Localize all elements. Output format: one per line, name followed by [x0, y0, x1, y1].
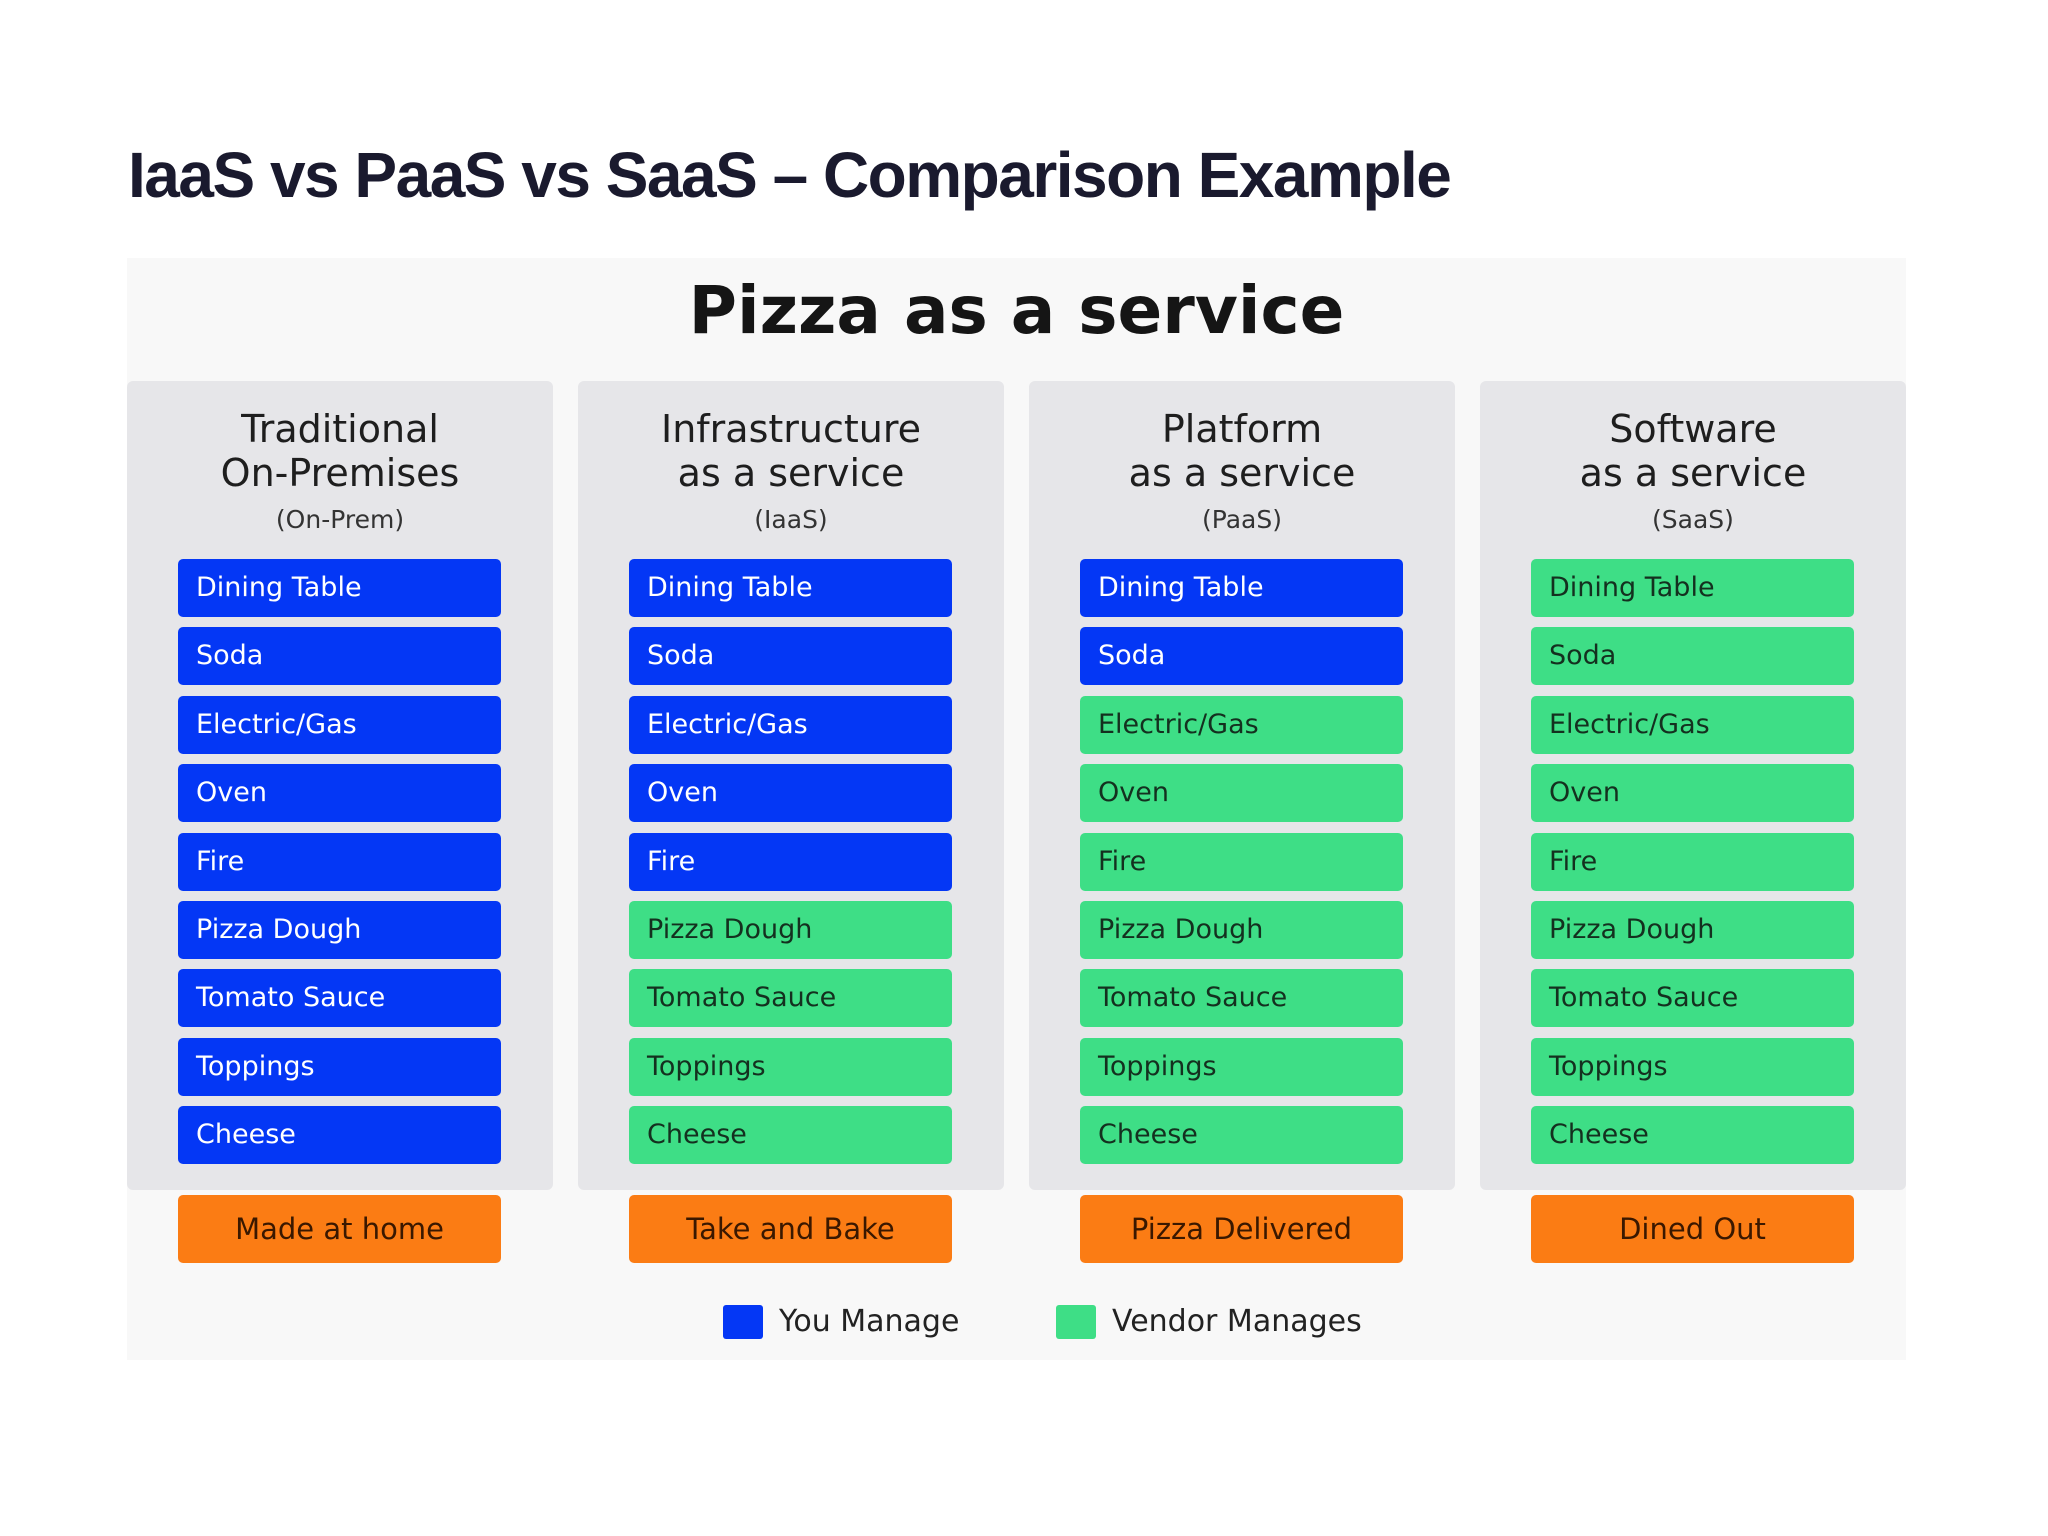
item-fire-vendor-manages: Fire [1531, 833, 1854, 891]
item-oven-you-manage: Oven [629, 764, 952, 822]
item-toppings-you-manage: Toppings [178, 1038, 501, 1096]
item-toppings-vendor-manages: Toppings [1531, 1038, 1854, 1096]
diagram-title: Pizza as a service [688, 272, 1345, 349]
footer-label: Pizza Delivered [1080, 1195, 1403, 1263]
item-soda-you-manage: Soda [629, 627, 952, 685]
item-tomato-sauce-vendor-manages: Tomato Sauce [1531, 969, 1854, 1027]
item-fire-vendor-manages: Fire [1080, 833, 1403, 891]
item-tomato-sauce-you-manage: Tomato Sauce [178, 969, 501, 1027]
item-fire-you-manage: Fire [178, 833, 501, 891]
item-dining-table-you-manage: Dining Table [629, 559, 952, 617]
footer-label: Made at home [178, 1195, 501, 1263]
legend: You Manage Vendor Manages [127, 1302, 1906, 1342]
item-cheese-vendor-manages: Cheese [629, 1106, 952, 1164]
item-tomato-sauce-vendor-manages: Tomato Sauce [1080, 969, 1403, 1027]
column-subtitle: (IaaS) [754, 505, 828, 534]
item-pizza-dough-you-manage: Pizza Dough [178, 901, 501, 959]
item-dining-table-you-manage: Dining Table [178, 559, 501, 617]
pizza-as-a-service-diagram: Pizza as a service Traditional On-Premis… [127, 258, 1906, 1360]
item-electric-gas-you-manage: Electric/Gas [629, 696, 952, 754]
item-oven-vendor-manages: Oven [1531, 764, 1854, 822]
item-cheese-vendor-manages: Cheese [1080, 1106, 1403, 1164]
item-electric-gas-you-manage: Electric/Gas [178, 696, 501, 754]
item-dining-table-you-manage: Dining Table [1080, 559, 1403, 617]
item-electric-gas-vendor-manages: Electric/Gas [1080, 696, 1403, 754]
item-dining-table-vendor-manages: Dining Table [1531, 559, 1854, 617]
legend-swatch-vendor-manages [1056, 1305, 1096, 1339]
item-oven-vendor-manages: Oven [1080, 764, 1403, 822]
legend-label-you-manage: You Manage [779, 1304, 960, 1339]
item-cheese-you-manage: Cheese [178, 1106, 501, 1164]
item-cheese-vendor-manages: Cheese [1531, 1106, 1854, 1164]
page-title: IaaS vs PaaS vs SaaS – Comparison Exampl… [128, 139, 1452, 211]
column-subtitle: (PaaS) [1202, 505, 1282, 534]
column-subtitle: (SaaS) [1652, 505, 1734, 534]
column-on-prem: Traditional On-Premises (On-Prem) Dining T… [127, 381, 553, 1190]
item-pizza-dough-vendor-manages: Pizza Dough [1531, 901, 1854, 959]
footer-label: Dined Out [1531, 1195, 1854, 1263]
item-toppings-vendor-manages: Toppings [629, 1038, 952, 1096]
column-title: Traditional On-Premises [220, 407, 460, 495]
column-title: Platform as a service [1128, 407, 1356, 495]
column-paas: Platform as a service (PaaS) Dining Table S… [1029, 381, 1455, 1190]
footer-label: Take and Bake [629, 1195, 952, 1263]
item-soda-you-manage: Soda [178, 627, 501, 685]
item-toppings-vendor-manages: Toppings [1080, 1038, 1403, 1096]
column-title: Infrastructure as a service [660, 407, 922, 495]
column-title: Software as a service [1579, 407, 1807, 495]
column-subtitle: (On-Prem) [275, 505, 405, 534]
item-soda-you-manage: Soda [1080, 627, 1403, 685]
column-iaas: Infrastructure as a service (IaaS) Dining … [578, 381, 1004, 1190]
legend-swatch-you-manage [723, 1305, 763, 1339]
legend-label-vendor-manages: Vendor Manages [1112, 1304, 1362, 1339]
item-tomato-sauce-vendor-manages: Tomato Sauce [629, 969, 952, 1027]
item-oven-you-manage: Oven [178, 764, 501, 822]
item-soda-vendor-manages: Soda [1531, 627, 1854, 685]
item-pizza-dough-vendor-manages: Pizza Dough [629, 901, 952, 959]
item-pizza-dough-vendor-manages: Pizza Dough [1080, 901, 1403, 959]
item-fire-you-manage: Fire [629, 833, 952, 891]
column-saas: Software as a service (SaaS) Dining Table S… [1480, 381, 1906, 1190]
item-electric-gas-vendor-manages: Electric/Gas [1531, 696, 1854, 754]
